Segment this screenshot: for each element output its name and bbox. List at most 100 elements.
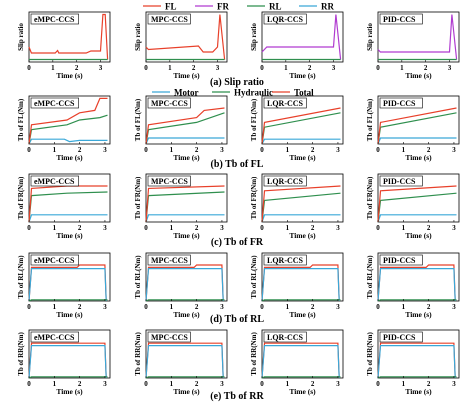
legend-label-fl: FL	[165, 2, 177, 12]
controller-tag: MPC-CCS	[151, 15, 188, 24]
controller-tag-box	[263, 97, 307, 109]
x-axis-label: Time (s)	[405, 231, 432, 240]
series-line-total	[377, 107, 457, 145]
x-axis-label: Time (s)	[56, 310, 83, 319]
controller-tag-box	[30, 97, 79, 109]
series-line-motor	[28, 268, 107, 302]
x-tick-label: 0	[376, 224, 380, 232]
controller-tag: MPC-CCS	[151, 177, 188, 186]
controller-tag: LQR-CCS	[267, 15, 304, 24]
series-line-motor	[261, 268, 340, 302]
x-tick-label: 1	[53, 303, 57, 311]
x-tick-label: 3	[103, 303, 107, 311]
caption-c: (c) Tb of FR	[211, 237, 264, 248]
controller-tag: PID-CCS	[383, 15, 416, 24]
slip-legend: FL FR RL RR	[143, 2, 334, 12]
y-axis-label: Tb of RR(Nm)	[366, 332, 374, 376]
controller-tag: PID-CCS	[383, 333, 416, 342]
controller-tag-box	[379, 175, 423, 187]
x-axis-label: Time (s)	[405, 71, 432, 80]
series-line-motor	[145, 345, 224, 379]
x-tick-label: 1	[170, 224, 174, 232]
controller-tag: LQR-CCS	[267, 177, 304, 186]
panel-b-empc-ccs: 0 1 2 3 Time (s) Tb of FL(Nm) eMPC-CCS	[17, 95, 111, 162]
caption-a: (a) Slip ratio	[210, 77, 264, 88]
x-tick-label: 3	[332, 64, 336, 72]
torque-legend: Motor Hydraulic Total	[152, 88, 314, 98]
x-tick-label: 0	[260, 224, 264, 232]
series-line-total	[145, 107, 225, 145]
x-tick-label: 2	[78, 224, 82, 232]
x-axis-label: Time (s)	[289, 231, 316, 240]
chart-panels: 0 1 2 3 Time (s) Slip ratio eMPC-CCS 0 1 2 3 Time (…	[17, 11, 460, 396]
series-line-motor	[377, 345, 456, 379]
panel-d-empc-ccs: 0 1 2 3 Time (s) Tb of RL(Nm) eMPC-CCS	[17, 252, 111, 319]
controller-tag-box	[379, 254, 423, 266]
x-tick-label: 2	[195, 224, 199, 232]
x-tick-label: 3	[103, 146, 107, 154]
y-axis-label: Slip ratio	[366, 23, 374, 51]
controller-tag-box	[379, 13, 423, 25]
x-tick-label: 2	[78, 303, 82, 311]
series-line-fl	[145, 14, 226, 60]
controller-tag-box	[30, 13, 79, 25]
y-axis-label: Tb of FL(Nm)	[366, 98, 374, 141]
legend-label-rl: RL	[269, 2, 282, 12]
x-tick-label: 2	[311, 380, 315, 388]
x-tick-label: 3	[220, 380, 224, 388]
x-axis-label: Time (s)	[289, 71, 316, 80]
series-line-fr	[261, 14, 342, 60]
panel-c-mpc-ccs: 0 1 2 3 Time (s) Tb of FR(Nm) MPC-CCS	[134, 173, 228, 240]
panel-a-empc-ccs: 0 1 2 3 Time (s) Slip ratio eMPC-CCS	[17, 11, 111, 80]
x-tick-label: 1	[402, 380, 406, 388]
x-tick-label: 3	[336, 146, 340, 154]
y-axis-label: Tb of FL(Nm)	[134, 98, 142, 141]
y-axis-label: Tb of FR(Nm)	[134, 176, 142, 219]
x-tick-label: 0	[144, 146, 148, 154]
panel-e-lqr-ccs: 0 1 2 3 Time (s) Tb of RR(Nm) LQR-CCS	[250, 329, 344, 396]
x-tick-label: 0	[376, 64, 380, 72]
x-axis-label: Time (s)	[289, 153, 316, 162]
x-tick-label: 1	[402, 303, 406, 311]
caption-d: (d) Tb of RL	[210, 314, 264, 325]
controller-tag-box	[30, 175, 79, 187]
x-tick-label: 0	[27, 146, 31, 154]
x-axis-label: Time (s)	[289, 310, 316, 319]
x-axis-label: Time (s)	[56, 71, 83, 80]
panel-b-pid-ccs: 0 1 2 3 Time (s) Tb of FL(Nm) PID-CCS	[366, 95, 460, 162]
series-line-hydraulic	[145, 376, 225, 379]
x-tick-label: 3	[216, 64, 220, 72]
x-tick-label: 3	[220, 303, 224, 311]
x-tick-label: 1	[286, 303, 290, 311]
series-line-hydraulic	[377, 299, 457, 302]
controller-tag-box	[147, 97, 191, 109]
controller-tag-box	[147, 254, 191, 266]
y-axis-label: Tb of RR(Nm)	[250, 332, 258, 376]
series-line-hydraulic	[145, 299, 225, 302]
x-tick-label: 0	[144, 224, 148, 232]
x-tick-label: 0	[260, 303, 264, 311]
panel-d-pid-ccs: 0 1 2 3 Time (s) Tb of RL(Nm) PID-CCS	[366, 252, 460, 319]
controller-tag: LQR-CCS	[267, 256, 304, 265]
y-axis-label: Slip ratio	[250, 23, 258, 51]
x-tick-label: 0	[144, 303, 148, 311]
caption-e: (e) Tb of RR	[210, 391, 264, 402]
controller-tag: MPC-CCS	[151, 333, 188, 342]
x-tick-label: 2	[427, 303, 431, 311]
caption-b: (b) Tb of FL	[211, 159, 264, 170]
x-tick-label: 1	[53, 380, 57, 388]
x-tick-label: 1	[170, 146, 174, 154]
y-axis-label: Tb of FR(Nm)	[366, 176, 374, 219]
controller-tag-box	[30, 254, 79, 266]
controller-tag: eMPC-CCS	[34, 177, 75, 186]
series-line-motor	[28, 214, 108, 223]
series-line-hydraulic	[261, 376, 341, 379]
panel-b-lqr-ccs: 0 1 2 3 Time (s) Tb of FL(Nm) LQR-CCS	[250, 95, 344, 162]
x-tick-label: 0	[27, 303, 31, 311]
controller-tag: LQR-CCS	[267, 333, 304, 342]
controller-tag: PID-CCS	[383, 99, 416, 108]
x-tick-label: 2	[195, 303, 199, 311]
y-axis-label: Tb of FR(Nm)	[250, 176, 258, 219]
panel-d-lqr-ccs: 0 1 2 3 Time (s) Tb of RL(Nm) LQR-CCS	[250, 252, 344, 319]
panel-a-lqr-ccs: 0 1 2 3 Time (s) Slip ratio LQR-CCS	[250, 11, 344, 80]
